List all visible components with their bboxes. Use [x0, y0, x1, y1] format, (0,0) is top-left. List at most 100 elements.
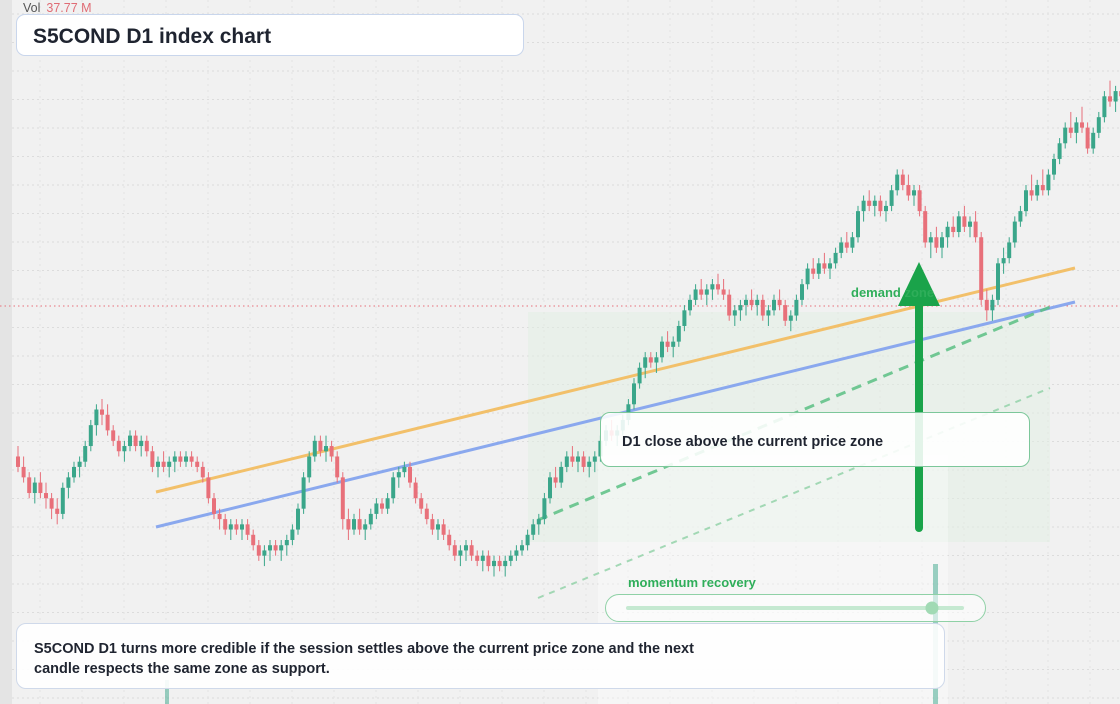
candle	[340, 472, 345, 530]
volume-bar	[165, 680, 169, 704]
candle	[430, 513, 435, 535]
candle-body	[374, 503, 379, 514]
candle-body	[167, 461, 172, 467]
candle-body	[979, 237, 984, 300]
candle-body	[570, 456, 575, 462]
candle-body	[419, 498, 424, 509]
candle	[346, 508, 351, 540]
candle	[665, 331, 670, 353]
candle	[794, 294, 799, 321]
candle	[693, 284, 698, 306]
candle	[884, 200, 888, 222]
candle-body	[94, 409, 99, 426]
candle	[290, 524, 295, 546]
candle	[167, 456, 172, 478]
volume-label: Vol	[23, 1, 41, 15]
candle-body	[413, 482, 418, 499]
candle	[441, 519, 446, 540]
candle	[307, 451, 312, 483]
candle-body	[436, 524, 440, 530]
candle-body	[223, 519, 228, 530]
candle	[671, 336, 676, 358]
candle	[923, 205, 928, 248]
candle-body	[777, 299, 782, 306]
candle	[632, 378, 636, 410]
momentum-slider[interactable]	[605, 594, 986, 622]
candle-body	[721, 289, 726, 295]
candle	[184, 451, 188, 467]
candle	[262, 545, 267, 567]
candle	[150, 446, 155, 473]
candle	[805, 263, 810, 290]
candle-body	[564, 456, 569, 467]
candle	[928, 232, 933, 259]
candle-body	[430, 519, 435, 530]
candle	[828, 258, 832, 279]
candle	[1102, 91, 1107, 123]
candle-body	[1052, 158, 1056, 175]
candle-body	[856, 211, 860, 238]
candle-body	[1040, 185, 1045, 191]
candle-body	[27, 477, 32, 494]
candle-body	[38, 482, 43, 494]
candle-body	[200, 466, 205, 478]
candle	[559, 461, 564, 488]
candle-body	[1018, 211, 1023, 222]
candle-body	[828, 263, 832, 269]
candle	[419, 493, 424, 514]
candle-body	[1108, 96, 1112, 102]
candle-body	[693, 289, 698, 300]
chart-title-card: S5COND D1 index chart	[16, 14, 524, 56]
momentum-slider-label: momentum recovery	[628, 575, 756, 590]
annotation-card: D1 close above the current price zone	[600, 412, 1030, 467]
candle	[940, 232, 944, 259]
candle-body	[710, 284, 715, 290]
candle-body	[497, 560, 502, 567]
candle	[895, 169, 900, 196]
candle-body	[884, 205, 888, 212]
candle	[486, 550, 491, 572]
candle-body	[1029, 190, 1034, 196]
candle-body	[212, 498, 216, 514]
candle-body	[335, 456, 340, 478]
candle-body	[637, 367, 642, 384]
candle-body	[251, 534, 256, 546]
candle	[329, 440, 334, 462]
candle	[1091, 127, 1096, 154]
candle	[402, 461, 407, 478]
candle-body	[833, 252, 838, 264]
candle-body	[480, 555, 485, 561]
candle	[648, 352, 653, 368]
left-edge	[0, 0, 12, 704]
candle-body	[811, 268, 816, 274]
candle-body	[318, 440, 323, 452]
candle-body	[111, 430, 116, 441]
candle	[508, 550, 513, 567]
candle	[32, 477, 37, 504]
candle-body	[576, 456, 580, 462]
candle	[413, 477, 418, 504]
candle-body	[760, 299, 765, 316]
candle-body	[340, 477, 345, 520]
candle-body	[492, 560, 496, 567]
candle	[335, 451, 340, 483]
candle	[284, 534, 289, 556]
candle-body	[587, 461, 592, 467]
candle-body	[486, 555, 491, 567]
candle-body	[128, 435, 132, 447]
candle-body	[816, 263, 821, 274]
candle-body	[783, 305, 788, 321]
candle-body	[973, 221, 978, 238]
candle	[676, 320, 681, 347]
candle-body	[156, 461, 160, 467]
candle	[984, 289, 989, 321]
candle	[122, 440, 127, 462]
candle	[111, 425, 116, 447]
candle-body	[660, 341, 664, 358]
candle	[744, 294, 748, 316]
candle-body	[850, 237, 855, 248]
chart-title: S5COND D1 index chart	[33, 25, 272, 48]
candle	[240, 519, 244, 540]
candle-body	[822, 263, 827, 269]
candle	[223, 513, 228, 535]
